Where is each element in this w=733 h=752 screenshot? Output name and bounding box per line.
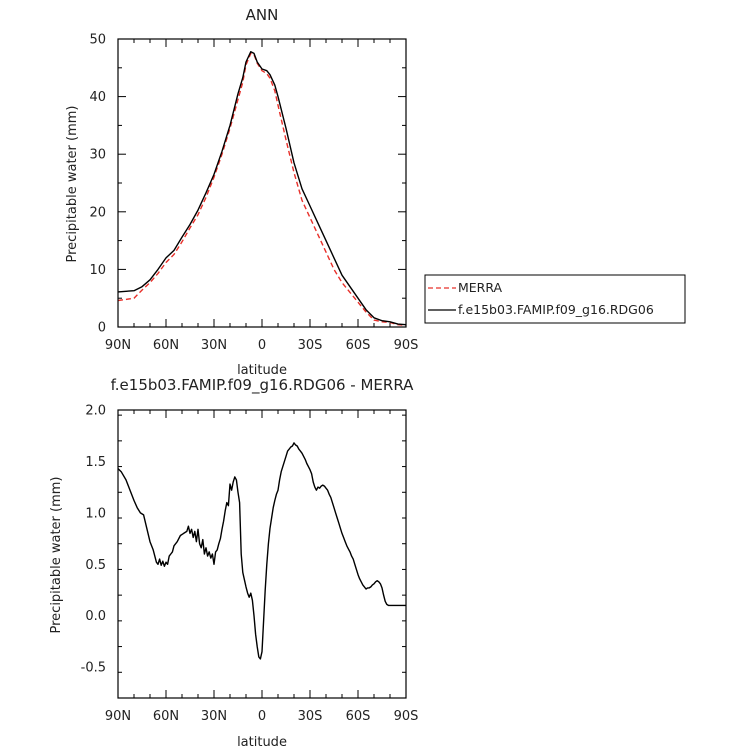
bottom-x-tick-label: 60N [153, 709, 179, 724]
bottom-y-axis-label: Precipitable water (mm) [49, 477, 64, 634]
bottom-y-tick-label: 0.5 [85, 558, 106, 573]
bottom-x-tick-label: 30S [298, 709, 323, 724]
bottom-y-tick-label: 0.0 [85, 609, 106, 624]
top-x-tick-label: 60N [153, 338, 179, 353]
top-x-axis-label: latitude [237, 363, 287, 378]
top-y-tick-label: 40 [89, 90, 106, 105]
top-panel: ANN Precipitable water (mm) latitude 0 10… [65, 6, 418, 378]
top-x-tick-label: 90N [105, 338, 131, 353]
top-series-line-1 [117, 51, 407, 326]
top-series-line-0 [117, 52, 407, 326]
bottom-x-tick-label: 90S [394, 709, 419, 724]
top-x-tick-label: 90S [394, 338, 419, 353]
top-y-tick-label: 50 [89, 33, 106, 48]
bottom-x-tick-label: 60S [346, 709, 371, 724]
bottom-plot-frame [117, 409, 407, 699]
bottom-x-tick-label: 0 [258, 709, 266, 724]
top-axis-ticks: 0 10 20 30 40 50 90N 60N 30N 0 30S 60S 90S [89, 33, 418, 354]
bottom-y-tick-label: 1.5 [85, 455, 106, 470]
top-plot-frame [117, 38, 407, 328]
top-chart-title: ANN [246, 6, 279, 24]
bottom-y-tick-label: -0.5 [81, 661, 106, 676]
top-y-tick-label: 30 [89, 148, 106, 163]
bottom-panel: f.e15b03.FAMIP.f09_g16.RDG06 - MERRA Pre… [49, 376, 418, 750]
legend-box [424, 274, 686, 324]
bottom-chart-title: f.e15b03.FAMIP.f09_g16.RDG06 - MERRA [111, 376, 415, 395]
bottom-x-axis-label: latitude [237, 735, 287, 750]
top-y-tick-label: 10 [89, 263, 106, 278]
legend-label-merra: MERRA [458, 280, 503, 295]
bottom-series-group [117, 442, 406, 660]
bottom-axis-ticks: -0.5 0.0 0.5 1.0 1.5 2.0 90N 60N 30N 0 30S 60S 90S [81, 404, 419, 725]
bottom-x-tick-label: 90N [105, 709, 131, 724]
bottom-y-tick-label: 1.0 [85, 506, 106, 521]
bottom-y-tick-label: 2.0 [85, 404, 106, 419]
top-x-tick-label: 30N [201, 338, 227, 353]
bottom-x-tick-label: 30N [201, 709, 227, 724]
bottom-series-line-0 [117, 442, 406, 660]
top-y-tick-label: 0 [98, 321, 106, 336]
legend: MERRA f.e15b03.FAMIP.f09_g16.RDG06 [424, 274, 686, 324]
top-series-group [117, 51, 407, 326]
top-y-tick-label: 20 [89, 205, 106, 220]
top-x-tick-label: 0 [258, 338, 266, 353]
top-x-tick-label: 30S [298, 338, 323, 353]
top-y-axis-label: Precipitable water (mm) [65, 106, 80, 263]
top-x-tick-label: 60S [346, 338, 371, 353]
legend-label-model: f.e15b03.FAMIP.f09_g16.RDG06 [458, 302, 654, 317]
